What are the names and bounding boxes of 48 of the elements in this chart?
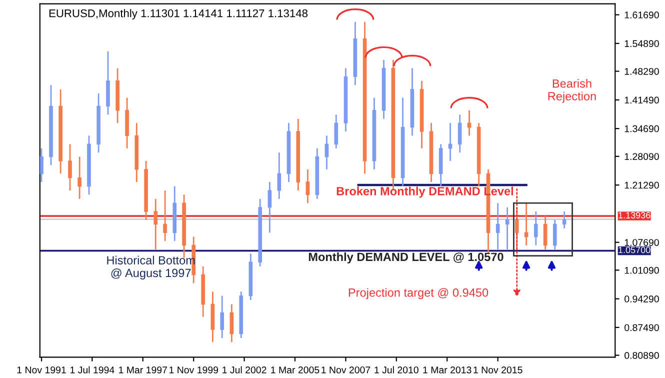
candlestick [496, 202, 500, 250]
y-tick-label: 1.41490 [624, 96, 659, 104]
y-tick-label: 1.01090 [624, 266, 659, 274]
candlestick [268, 181, 272, 234]
candlestick [334, 114, 338, 150]
candlestick [78, 156, 82, 200]
x-tick-label: 1 Nov 1999 [170, 366, 218, 374]
ref-line-label: 1.13936 [618, 212, 650, 218]
candlestick [40, 148, 44, 183]
y-tick-label: 1.34690 [624, 125, 659, 132]
y-tick-label: 1.21290 [624, 182, 659, 189]
x-tick-label: 1 Jul 2002 [222, 366, 266, 374]
candlestick [324, 134, 329, 170]
candlestick [230, 304, 234, 343]
candlestick [306, 168, 310, 204]
annotation: Bearish Rejection [548, 79, 596, 103]
candlestick [163, 190, 167, 242]
candlestick [505, 206, 510, 250]
candlestick [277, 152, 282, 200]
candlestick [552, 219, 557, 250]
candlestick [562, 210, 566, 230]
y-tick-label: 1.48290 [624, 68, 659, 75]
x-tick-label: 1 Mar 2013 [423, 366, 472, 374]
y-tick-label: 1.54890 [624, 40, 659, 48]
x-tick-label: 1 Mar 2005 [271, 366, 320, 374]
candlestick [543, 215, 548, 250]
x-tick-label: 1 Nov 1991 [17, 366, 66, 374]
annotation: Projection target @ 0.9450 [348, 288, 488, 300]
candlestick [467, 110, 472, 136]
y-tick-label: 1.61690 [624, 12, 659, 18]
y-tick-label: 0.80890 [624, 352, 659, 359]
x-tick-label: 1 Nov 2015 [474, 366, 522, 374]
annotation: Monthly DEMAND LEVEL @ 1.0570 [308, 252, 504, 264]
y-tick-label: 1.07690 [624, 239, 659, 246]
x-tick-label: 1 Jul 1994 [70, 366, 114, 374]
y-tick-label: 1.28090 [624, 153, 659, 160]
y-tick-label: 0.94290 [624, 296, 659, 302]
candlestick [458, 114, 462, 154]
y-tick-label: 0.87490 [624, 324, 659, 332]
candlestick [154, 198, 158, 250]
candlestick [220, 295, 224, 339]
x-tick-label: 1 Jul 2010 [374, 366, 418, 374]
chart-title: EURUSD,Monthly 1.11301 1.14141 1.11127 1.13148 [49, 9, 308, 20]
x-tick-label: 1 Nov 2007 [322, 366, 370, 374]
candlestick [534, 210, 538, 246]
x-tick-label: 1 Mar 1997 [119, 366, 167, 374]
ref-line-label: 1.05700 [618, 246, 650, 254]
candlestick [68, 143, 72, 192]
